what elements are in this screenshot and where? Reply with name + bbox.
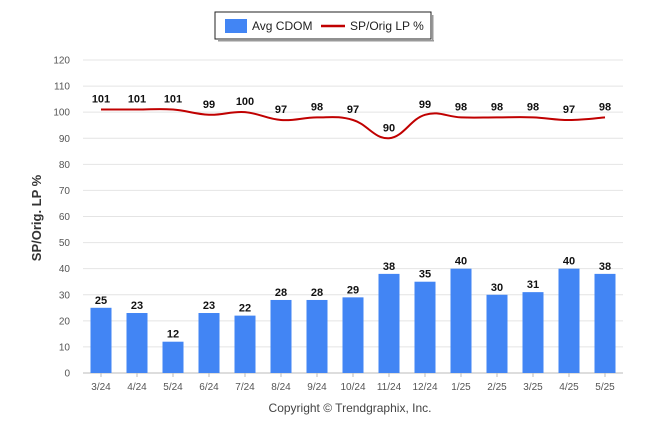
y-tick-label: 20 — [59, 316, 71, 327]
line-data-labels: 101 101 101 99 100 97 98 97 90 99 98 98 98 97 98 — [92, 94, 611, 135]
bar-avg-cdom — [162, 341, 184, 373]
legend-swatch-avg-cdom — [225, 19, 247, 33]
bar-avg-cdom — [522, 292, 544, 373]
bar-avg-cdom — [270, 299, 292, 373]
bar-avg-cdom — [90, 307, 112, 373]
bar-avg-cdom — [594, 273, 616, 373]
legend-label-sp-orig-lp: SP/Orig LP % — [350, 19, 424, 33]
legend-shadow-side — [432, 15, 434, 41]
x-tick-label: 4/24 — [127, 382, 147, 393]
line-value-label: 101 — [128, 94, 146, 106]
bar-avg-cdom — [306, 299, 328, 373]
line-value-label: 99 — [419, 99, 431, 111]
bar-avg-cdom — [558, 268, 580, 373]
line-value-label: 97 — [347, 104, 359, 116]
bar-value-label: 40 — [563, 256, 575, 268]
y-tick-label: 120 — [53, 56, 70, 67]
y-tick-label: 90 — [59, 134, 71, 145]
x-tick-label: 4/25 — [559, 382, 579, 393]
line-sp-orig-lp — [100, 108, 606, 140]
y-tick-label: 100 — [53, 108, 70, 119]
line-value-label: 100 — [236, 96, 254, 108]
x-tick-label: 8/24 — [271, 382, 291, 393]
bar-value-label: 31 — [527, 279, 539, 291]
bar-avg-cdom — [414, 281, 436, 373]
bar-value-label: 25 — [95, 295, 107, 307]
y-tick-label: 0 — [64, 369, 70, 380]
y-tick-label: 110 — [54, 82, 70, 93]
bar-value-label: 28 — [311, 287, 323, 299]
y-tick-label: 80 — [59, 160, 71, 171]
bar-data-labels: 25 23 12 23 22 28 28 29 38 35 40 30 31 40 38 — [95, 256, 611, 341]
bar-avg-cdom — [234, 315, 256, 373]
bar-avg-cdom — [198, 313, 220, 373]
y-tick-label: 50 — [59, 238, 71, 249]
x-tick-label: 6/24 — [199, 382, 219, 393]
bar-value-label: 22 — [239, 303, 251, 315]
y-axis: 0 10 20 30 40 50 60 70 80 90 100 110 120 — [53, 56, 70, 380]
x-tick-label: 3/25 — [523, 382, 543, 393]
line-value-label: 98 — [527, 101, 539, 113]
bar-value-label: 23 — [131, 300, 143, 312]
bar-value-label: 23 — [203, 300, 215, 312]
bar-avg-cdom — [450, 268, 472, 373]
x-tick-label: 1/25 — [451, 382, 471, 393]
line-value-label: 97 — [563, 104, 575, 116]
line-value-label: 90 — [383, 122, 395, 134]
y-tick-label: 70 — [59, 186, 71, 197]
bar-avg-cdom — [486, 294, 508, 373]
bar-value-label: 40 — [455, 256, 467, 268]
grid-lines — [83, 59, 623, 374]
y-axis-title: SP/Orig. LP % — [29, 174, 44, 261]
x-tick-label: 11/24 — [377, 382, 402, 393]
line-value-label: 101 — [92, 94, 110, 106]
y-tick-label: 40 — [59, 264, 71, 275]
bar-value-label: 12 — [167, 329, 179, 341]
bar-value-label: 29 — [347, 284, 359, 296]
line-value-label: 98 — [455, 101, 467, 113]
x-tick-label: 5/24 — [163, 382, 183, 393]
legend-label-avg-cdom: Avg CDOM — [252, 19, 312, 33]
bar-avg-cdom — [342, 297, 364, 373]
x-tick-label: 3/24 — [91, 382, 111, 393]
bar-series — [90, 268, 616, 373]
line-series — [100, 108, 606, 140]
bar-avg-cdom — [126, 313, 148, 373]
y-tick-label: 10 — [59, 342, 71, 353]
line-value-label: 97 — [275, 104, 287, 116]
bar-avg-cdom — [378, 273, 400, 373]
line-value-label: 98 — [311, 101, 323, 113]
line-value-label: 98 — [491, 101, 503, 113]
copyright-credit: Copyright © Trendgraphix, Inc. — [269, 401, 432, 415]
x-tick-label: 2/25 — [487, 382, 507, 393]
x-tick-label: 7/24 — [235, 382, 255, 393]
line-value-label: 98 — [599, 101, 611, 113]
bar-value-label: 38 — [599, 261, 611, 273]
legend: Avg CDOM SP/Orig LP % — [214, 11, 434, 42]
bar-value-label: 35 — [419, 269, 431, 281]
x-tick-label: 5/25 — [595, 382, 615, 393]
x-axis: 3/24 4/24 5/24 6/24 7/24 8/24 9/24 10/24 11/24 12… — [91, 373, 615, 393]
line-value-label: 101 — [164, 94, 182, 106]
x-tick-label: 12/24 — [412, 382, 437, 393]
x-tick-label: 9/24 — [307, 382, 327, 393]
x-tick-label: 10/24 — [340, 382, 365, 393]
y-tick-label: 30 — [59, 290, 71, 301]
bar-value-label: 28 — [275, 287, 287, 299]
bar-value-label: 30 — [491, 282, 503, 294]
legend-shadow — [218, 40, 434, 42]
line-value-label: 99 — [203, 99, 215, 111]
bar-value-label: 38 — [383, 261, 395, 273]
y-tick-label: 60 — [59, 212, 71, 223]
